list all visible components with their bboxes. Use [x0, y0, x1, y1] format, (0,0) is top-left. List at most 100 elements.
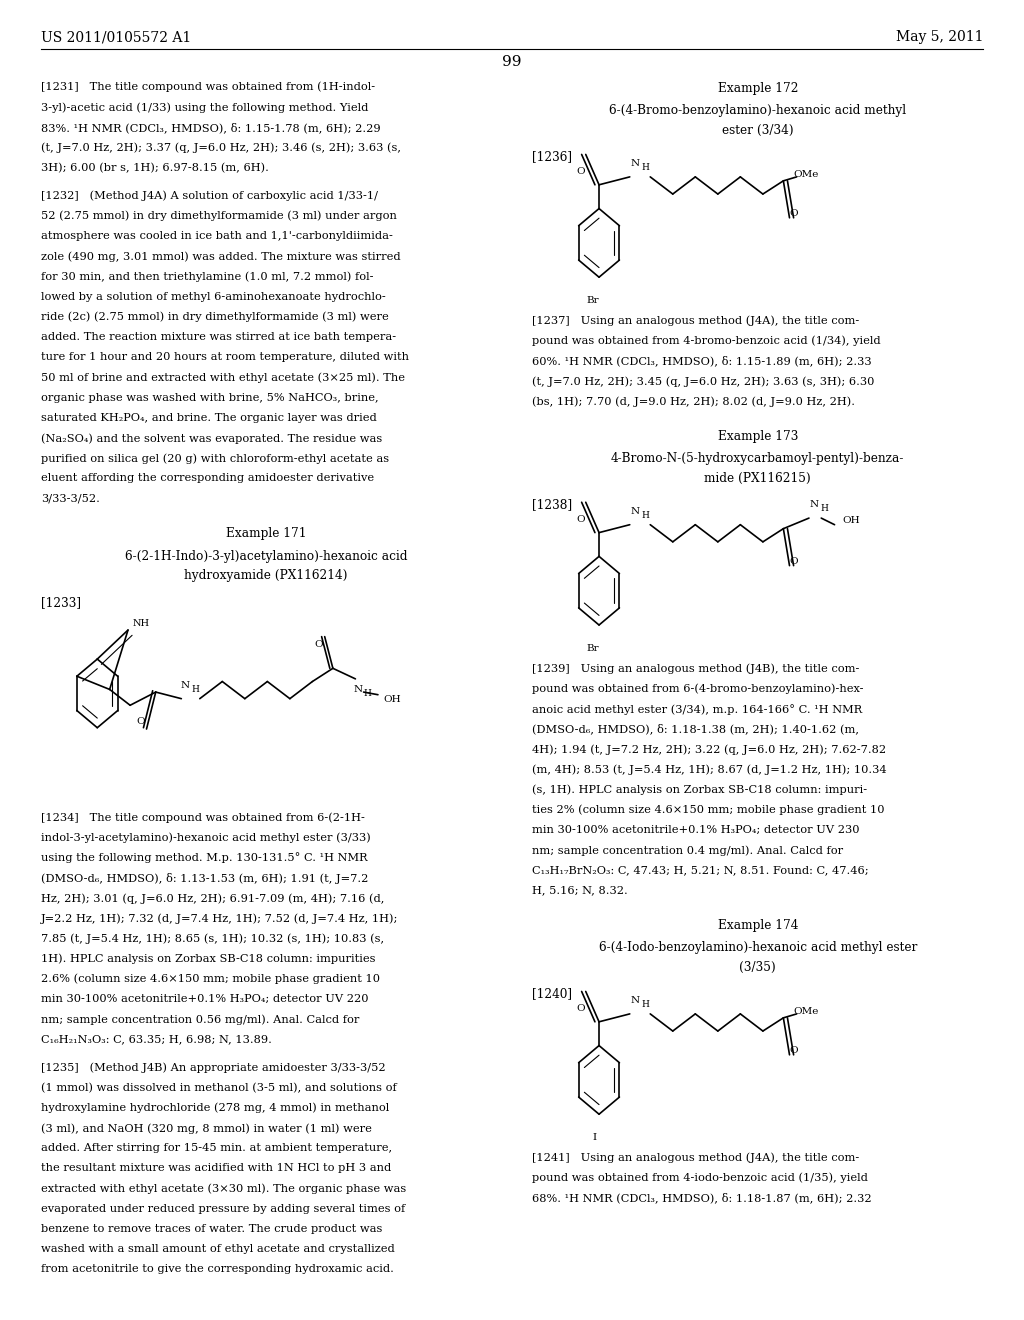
Text: N: N [631, 997, 639, 1006]
Text: (3/35): (3/35) [739, 961, 776, 974]
Text: 4-Bromo-N-(5-hydroxycarbamoyl-pentyl)-benza-: 4-Bromo-N-(5-hydroxycarbamoyl-pentyl)-be… [611, 451, 904, 465]
Text: OMe: OMe [794, 170, 818, 178]
Text: 6-(2-1H-Indo)-3-yl)acetylamino)-hexanoic acid: 6-(2-1H-Indo)-3-yl)acetylamino)-hexanoic… [125, 549, 408, 562]
Text: [1236]: [1236] [532, 150, 572, 164]
Text: (bs, 1H); 7.70 (d, J=9.0 Hz, 2H); 8.02 (d, J=9.0 Hz, 2H).: (bs, 1H); 7.70 (d, J=9.0 Hz, 2H); 8.02 (… [532, 396, 855, 407]
Text: ester (3/34): ester (3/34) [722, 124, 794, 137]
Text: H: H [820, 504, 828, 513]
Text: Example 171: Example 171 [226, 527, 306, 540]
Text: O: O [577, 515, 585, 524]
Text: pound was obtained from 4-bromo-benzoic acid (1/34), yield: pound was obtained from 4-bromo-benzoic … [532, 335, 881, 346]
Text: eluent affording the corresponding amidoester derivative: eluent affording the corresponding amido… [41, 474, 374, 483]
Text: OH: OH [383, 696, 401, 705]
Text: C₁₆H₂₁N₃O₃: C, 63.35; H, 6.98; N, 13.89.: C₁₆H₂₁N₃O₃: C, 63.35; H, 6.98; N, 13.89. [41, 1035, 271, 1044]
Text: using the following method. M.p. 130-131.5° C. ¹H NMR: using the following method. M.p. 130-131… [41, 853, 368, 863]
Text: (t, J=7.0 Hz, 2H); 3.45 (q, J=6.0 Hz, 2H); 3.63 (s, 3H); 6.30: (t, J=7.0 Hz, 2H); 3.45 (q, J=6.0 Hz, 2H… [532, 376, 874, 387]
Text: 3H); 6.00 (br s, 1H); 6.97-8.15 (m, 6H).: 3H); 6.00 (br s, 1H); 6.97-8.15 (m, 6H). [41, 162, 269, 173]
Text: Hz, 2H); 3.01 (q, J=6.0 Hz, 2H); 6.91-7.09 (m, 4H); 7.16 (d,: Hz, 2H); 3.01 (q, J=6.0 Hz, 2H); 6.91-7.… [41, 892, 384, 904]
Text: O: O [577, 168, 585, 176]
Text: Br: Br [587, 644, 599, 653]
Text: saturated KH₂PO₄, and brine. The organic layer was dried: saturated KH₂PO₄, and brine. The organic… [41, 413, 377, 422]
Text: [1237]   Using an analogous method (J4A), the title com-: [1237] Using an analogous method (J4A), … [532, 315, 860, 326]
Text: pound was obtained from 6-(4-bromo-benzoylamino)-hex-: pound was obtained from 6-(4-bromo-benzo… [532, 684, 864, 694]
Text: US 2011/0105572 A1: US 2011/0105572 A1 [41, 30, 191, 45]
Text: O: O [790, 557, 798, 566]
Text: [1233]: [1233] [41, 595, 81, 609]
Text: washed with a small amount of ethyl acetate and crystallized: washed with a small amount of ethyl acet… [41, 1245, 394, 1254]
Text: (m, 4H); 8.53 (t, J=5.4 Hz, 1H); 8.67 (d, J=1.2 Hz, 1H); 10.34: (m, 4H); 8.53 (t, J=5.4 Hz, 1H); 8.67 (d… [532, 764, 887, 775]
Text: added. After stirring for 15-45 min. at ambient temperature,: added. After stirring for 15-45 min. at … [41, 1143, 392, 1154]
Text: 6-(4-Bromo-benzoylamino)-hexanoic acid methyl: 6-(4-Bromo-benzoylamino)-hexanoic acid m… [609, 104, 906, 117]
Text: added. The reaction mixture was stirred at ice bath tempera-: added. The reaction mixture was stirred … [41, 333, 396, 342]
Text: H: H [641, 164, 649, 172]
Text: H: H [364, 689, 372, 698]
Text: nm; sample concentration 0.56 mg/ml). Anal. Calcd for: nm; sample concentration 0.56 mg/ml). An… [41, 1014, 359, 1024]
Text: O: O [790, 210, 798, 218]
Text: [1239]   Using an analogous method (J4B), the title com-: [1239] Using an analogous method (J4B), … [532, 664, 860, 675]
Text: Example 172: Example 172 [718, 82, 798, 95]
Text: for 30 min, and then triethylamine (1.0 ml, 7.2 mmol) fol-: for 30 min, and then triethylamine (1.0 … [41, 272, 374, 282]
Text: nm; sample concentration 0.4 mg/ml). Anal. Calcd for: nm; sample concentration 0.4 mg/ml). Ana… [532, 845, 844, 855]
Text: organic phase was washed with brine, 5% NaHCO₃, brine,: organic phase was washed with brine, 5% … [41, 392, 379, 403]
Text: from acetonitrile to give the corresponding hydroxamic acid.: from acetonitrile to give the correspond… [41, 1265, 394, 1274]
Text: purified on silica gel (20 g) with chloroform-ethyl acetate as: purified on silica gel (20 g) with chlor… [41, 453, 389, 463]
Text: (DMSO-d₆, HMDSO), δ: 1.18-1.38 (m, 2H); 1.40-1.62 (m,: (DMSO-d₆, HMDSO), δ: 1.18-1.38 (m, 2H); … [532, 723, 859, 735]
Text: Example 174: Example 174 [718, 919, 798, 932]
Text: the resultant mixture was acidified with 1N HCl to pH 3 and: the resultant mixture was acidified with… [41, 1163, 391, 1173]
Text: (s, 1H). HPLC analysis on Zorbax SB-C18 column: impuri-: (s, 1H). HPLC analysis on Zorbax SB-C18 … [532, 784, 867, 795]
Text: 52 (2.75 mmol) in dry dimethylformamide (3 ml) under argon: 52 (2.75 mmol) in dry dimethylformamide … [41, 211, 397, 222]
Text: O: O [314, 640, 323, 649]
Text: [1232]   (Method J4A) A solution of carboxylic acid 1/33-1/: [1232] (Method J4A) A solution of carbox… [41, 190, 378, 202]
Text: ture for 1 hour and 20 hours at room temperature, diluted with: ture for 1 hour and 20 hours at room tem… [41, 352, 409, 362]
Text: min 30-100% acetonitrile+0.1% H₃PO₄; detector UV 230: min 30-100% acetonitrile+0.1% H₃PO₄; det… [532, 825, 860, 834]
Text: C₁₃H₁₇BrN₂O₃: C, 47.43; H, 5.21; N, 8.51. Found: C, 47.46;: C₁₃H₁₇BrN₂O₃: C, 47.43; H, 5.21; N, 8.51… [532, 865, 869, 875]
Text: J=2.2 Hz, 1H); 7.32 (d, J=7.4 Hz, 1H); 7.52 (d, J=7.4 Hz, 1H);: J=2.2 Hz, 1H); 7.32 (d, J=7.4 Hz, 1H); 7… [41, 913, 398, 924]
Text: [1238]: [1238] [532, 499, 572, 511]
Text: mide (PX116215): mide (PX116215) [705, 473, 811, 484]
Text: Example 173: Example 173 [718, 430, 798, 442]
Text: [1240]: [1240] [532, 987, 572, 1001]
Text: N: N [631, 160, 639, 168]
Text: OH: OH [842, 516, 860, 525]
Text: hydroxylamine hydrochloride (278 mg, 4 mmol) in methanol: hydroxylamine hydrochloride (278 mg, 4 m… [41, 1102, 389, 1114]
Text: 68%. ¹H NMR (CDCl₃, HMDSO), δ: 1.18-1.87 (m, 6H); 2.32: 68%. ¹H NMR (CDCl₃, HMDSO), δ: 1.18-1.87… [532, 1193, 872, 1204]
Text: (Na₂SO₄) and the solvent was evaporated. The residue was: (Na₂SO₄) and the solvent was evaporated.… [41, 433, 382, 444]
Text: 1H). HPLC analysis on Zorbax SB-C18 column: impurities: 1H). HPLC analysis on Zorbax SB-C18 colu… [41, 953, 376, 964]
Text: min 30-100% acetonitrile+0.1% H₃PO₄; detector UV 220: min 30-100% acetonitrile+0.1% H₃PO₄; det… [41, 994, 369, 1005]
Text: benzene to remove traces of water. The crude product was: benzene to remove traces of water. The c… [41, 1224, 382, 1234]
Text: 3-yl)-acetic acid (1/33) using the following method. Yield: 3-yl)-acetic acid (1/33) using the follo… [41, 102, 369, 112]
Text: [1241]   Using an analogous method (J4A), the title com-: [1241] Using an analogous method (J4A), … [532, 1152, 860, 1163]
Text: (1 mmol) was dissolved in methanol (3-5 ml), and solutions of: (1 mmol) was dissolved in methanol (3-5 … [41, 1082, 396, 1093]
Text: N: N [631, 507, 639, 516]
Text: H, 5.16; N, 8.32.: H, 5.16; N, 8.32. [532, 886, 629, 895]
Text: 4H); 1.94 (t, J=7.2 Hz, 2H); 3.22 (q, J=6.0 Hz, 2H); 7.62-7.82: 4H); 1.94 (t, J=7.2 Hz, 2H); 3.22 (q, J=… [532, 744, 887, 755]
Text: pound was obtained from 4-iodo-benzoic acid (1/35), yield: pound was obtained from 4-iodo-benzoic a… [532, 1172, 868, 1183]
Text: 60%. ¹H NMR (CDCl₃, HMDSO), δ: 1.15-1.89 (m, 6H); 2.33: 60%. ¹H NMR (CDCl₃, HMDSO), δ: 1.15-1.89… [532, 356, 872, 367]
Text: O: O [577, 1005, 585, 1014]
Text: O: O [136, 717, 144, 726]
Text: 6-(4-Iodo-benzoylamino)-hexanoic acid methyl ester: 6-(4-Iodo-benzoylamino)-hexanoic acid me… [599, 941, 916, 954]
Text: H: H [191, 685, 200, 694]
Text: (3 ml), and NaOH (320 mg, 8 mmol) in water (1 ml) were: (3 ml), and NaOH (320 mg, 8 mmol) in wat… [41, 1123, 372, 1134]
Text: 3/33-3/52.: 3/33-3/52. [41, 494, 99, 504]
Text: ties 2% (column size 4.6×150 mm; mobile phase gradient 10: ties 2% (column size 4.6×150 mm; mobile … [532, 805, 885, 816]
Text: N: N [810, 500, 818, 510]
Text: 2.6% (column size 4.6×150 mm; mobile phase gradient 10: 2.6% (column size 4.6×150 mm; mobile pha… [41, 974, 380, 985]
Text: N: N [181, 681, 190, 690]
Text: May 5, 2011: May 5, 2011 [896, 30, 983, 45]
Text: indol-3-yl-acetylamino)-hexanoic acid methyl ester (3/33): indol-3-yl-acetylamino)-hexanoic acid me… [41, 833, 371, 843]
Text: H: H [641, 511, 649, 520]
Text: N: N [354, 685, 364, 694]
Text: OMe: OMe [794, 1007, 818, 1016]
Text: NH: NH [133, 619, 150, 628]
Text: I: I [593, 1134, 597, 1143]
Text: Br: Br [587, 297, 599, 305]
Text: [1235]   (Method J4B) An appropriate amidoester 3/33-3/52: [1235] (Method J4B) An appropriate amido… [41, 1063, 386, 1073]
Text: 99: 99 [502, 55, 522, 70]
Text: 50 ml of brine and extracted with ethyl acetate (3×25 ml). The: 50 ml of brine and extracted with ethyl … [41, 372, 404, 383]
Text: zole (490 mg, 3.01 mmol) was added. The mixture was stirred: zole (490 mg, 3.01 mmol) was added. The … [41, 251, 400, 261]
Text: 83%. ¹H NMR (CDCl₃, HMDSO), δ: 1.15-1.78 (m, 6H); 2.29: 83%. ¹H NMR (CDCl₃, HMDSO), δ: 1.15-1.78… [41, 123, 381, 133]
Text: (t, J=7.0 Hz, 2H); 3.37 (q, J=6.0 Hz, 2H); 3.46 (s, 2H); 3.63 (s,: (t, J=7.0 Hz, 2H); 3.37 (q, J=6.0 Hz, 2H… [41, 143, 401, 153]
Text: H: H [641, 1001, 649, 1010]
Text: extracted with ethyl acetate (3×30 ml). The organic phase was: extracted with ethyl acetate (3×30 ml). … [41, 1184, 407, 1195]
